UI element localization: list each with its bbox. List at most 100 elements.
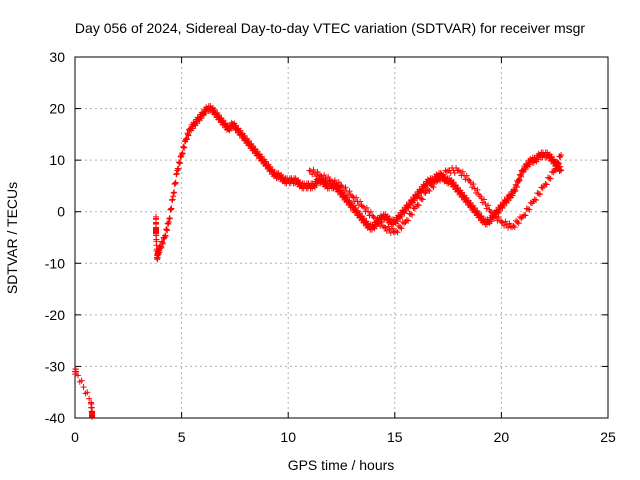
data-point: [458, 189, 465, 196]
data-point: [482, 200, 489, 207]
data-point: [495, 213, 502, 220]
data-point: [415, 192, 422, 199]
data-point: [421, 189, 428, 196]
data-point: [175, 159, 182, 166]
data-point: [501, 222, 508, 229]
data-point: [409, 211, 416, 218]
data-point: [311, 170, 318, 177]
data-point: [535, 190, 542, 197]
data-point: [505, 224, 512, 231]
data-point: [557, 163, 564, 170]
data-point: [343, 194, 350, 201]
y-tick-label: 20: [49, 101, 65, 117]
data-point: [224, 122, 231, 129]
data-point: [441, 173, 448, 180]
data-point: [481, 196, 488, 203]
data-point: [485, 202, 492, 209]
y-tick-label: 30: [49, 49, 65, 65]
data-point: [533, 197, 540, 204]
data-point: [330, 181, 337, 188]
data-point: [429, 182, 436, 189]
data-point: [271, 168, 278, 175]
x-tick-label: 20: [494, 429, 510, 445]
data-point: [381, 224, 388, 231]
data-point: [502, 218, 509, 225]
data-point: [352, 204, 359, 211]
data-point: [555, 160, 562, 167]
data-point: [407, 202, 414, 209]
data-point: [162, 233, 169, 240]
data-point: [517, 172, 524, 179]
data-point: [167, 206, 174, 213]
data-point: [463, 194, 470, 201]
data-point: [402, 207, 409, 214]
data-point: [398, 225, 405, 232]
data-point: [385, 223, 392, 230]
data-point: [258, 153, 265, 160]
data-point: [469, 184, 476, 191]
data-point: [513, 184, 520, 191]
y-tick-label: -30: [45, 358, 65, 374]
data-point: [557, 166, 564, 173]
data-point: [166, 215, 173, 222]
data-point: [518, 173, 525, 180]
data-point: [552, 165, 559, 172]
data-point: [397, 224, 404, 231]
data-point: [166, 215, 173, 222]
data-point: [170, 193, 177, 200]
data-point: [554, 159, 561, 166]
data-point: [537, 191, 544, 198]
data-point: [425, 186, 432, 193]
data-point: [510, 222, 517, 229]
data-point: [211, 106, 218, 113]
data-point: [153, 236, 160, 243]
data-point: [173, 171, 180, 178]
data-point: [318, 173, 325, 180]
data-point: [357, 198, 364, 205]
data-point: [177, 160, 184, 167]
data-point: [498, 219, 505, 226]
data-point: [522, 212, 529, 219]
data-point: [333, 180, 340, 187]
data-point: [538, 184, 545, 191]
data-point: [526, 206, 533, 213]
data-point: [232, 122, 239, 129]
data-point: [321, 172, 328, 179]
axis-tick-labels: 0 5 10 15 20 25 -40 -30 -20 -10 0 10 20 30: [45, 49, 616, 445]
y-tick-label: -20: [45, 307, 65, 323]
data-point: [172, 180, 179, 187]
data-point: [322, 175, 329, 182]
data-point: [394, 229, 401, 236]
data-point: [405, 217, 412, 224]
chart-title: Day 056 of 2024, Sidereal Day-to-day VTE…: [74, 20, 586, 36]
data-point: [169, 196, 176, 203]
data-point: [194, 120, 201, 127]
data-point: [189, 125, 196, 132]
data-point: [419, 196, 426, 203]
data-point: [426, 188, 433, 195]
data-point: [325, 173, 332, 180]
axis-ticks: [74, 56, 609, 419]
y-axis-label: SDTVAR / TECUs: [4, 181, 20, 295]
data-point: [165, 219, 172, 226]
data-point: [359, 203, 366, 210]
data-points: [72, 103, 565, 420]
data-point: [407, 211, 414, 218]
data-point: [465, 176, 472, 183]
data-point: [390, 228, 397, 235]
data-point: [473, 189, 480, 196]
data-point: [309, 171, 316, 178]
data-point: [198, 115, 205, 122]
data-point: [406, 210, 413, 217]
data-point: [74, 372, 81, 379]
data-point: [387, 229, 394, 236]
data-point: [398, 213, 405, 220]
data-point: [327, 177, 334, 184]
data-point: [86, 395, 93, 402]
data-point: [374, 215, 381, 222]
data-point: [176, 159, 183, 166]
data-point: [474, 186, 481, 193]
data-point: [335, 179, 342, 186]
data-point: [418, 195, 425, 202]
